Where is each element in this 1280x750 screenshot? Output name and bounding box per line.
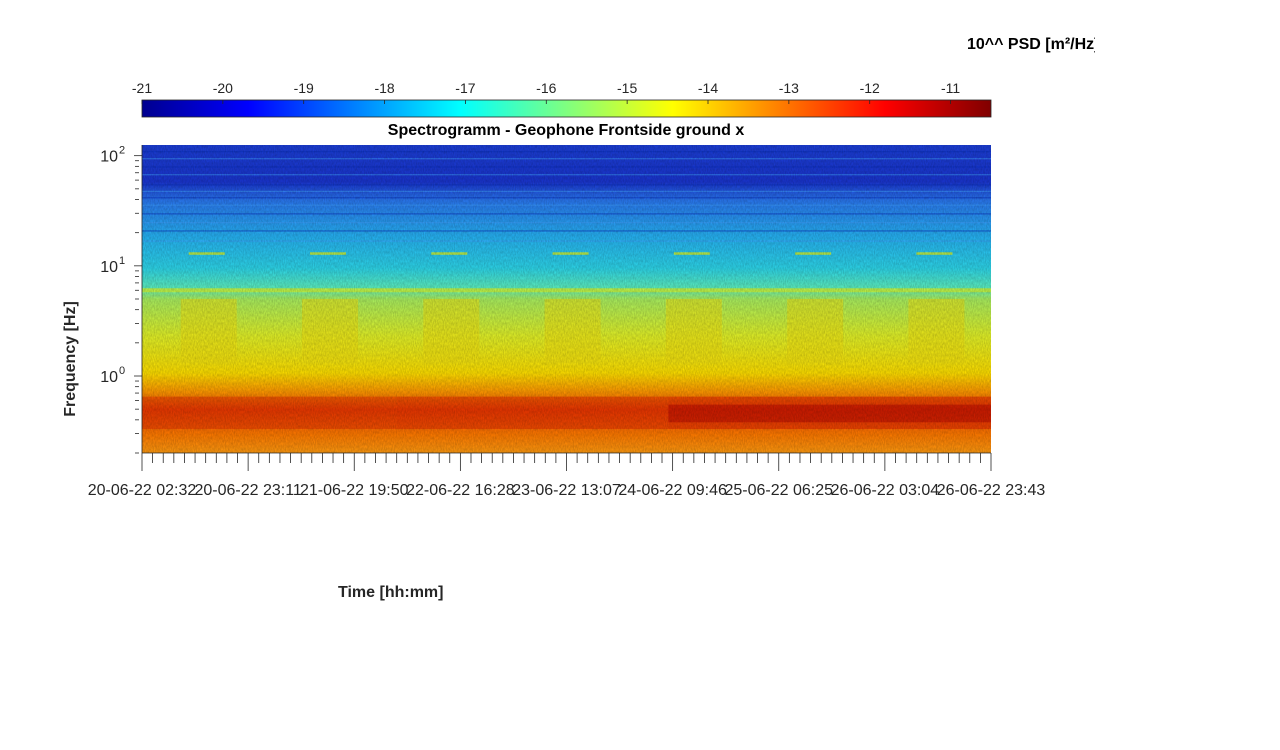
x-tick-label: 25-06-22 06:25 xyxy=(724,482,833,499)
chart-title: Spectrogramm - Geophone Frontside ground… xyxy=(388,122,745,139)
x-tick-label: 23-06-22 13:07 xyxy=(512,482,621,499)
colorbar-tick-label: -18 xyxy=(374,80,394,96)
colorbar-ticks: -21 -20 -19 -18 -17 -16 -15 -14 -13 -12 -11 xyxy=(132,80,960,104)
colorbar-label: 10^^ PSD [m²/Hz] xyxy=(967,36,1095,53)
colorbar-tick-label: -11 xyxy=(941,80,960,96)
colorbar: -21 -20 -19 -18 -17 -16 -15 -14 -13 -12 -11 xyxy=(132,80,992,118)
y-tick-exponent: 1 xyxy=(119,255,125,267)
y-tick-base: 10 xyxy=(100,369,118,386)
x-tick-label: 26-06-22 23:43 xyxy=(937,482,1046,499)
y-tick-base: 10 xyxy=(100,149,118,166)
y-tick-label: 10 xyxy=(100,259,118,276)
colorbar-tick-label: -15 xyxy=(617,80,637,96)
y-tick-label: 10 xyxy=(100,149,118,166)
colorbar-tick-label: -17 xyxy=(455,80,475,96)
spectrogram-image xyxy=(142,145,991,453)
colorbar-tick-label: -12 xyxy=(860,80,880,96)
y-tick-exponent: 0 xyxy=(119,365,125,377)
colorbar-tick-label: -13 xyxy=(779,80,799,96)
x-axis-label: Time [hh:mm] xyxy=(338,584,444,601)
y-tick-label: 10 xyxy=(100,369,118,386)
x-tick-label: 20-06-22 02:32 xyxy=(88,482,197,499)
colorbar-tick-label: -20 xyxy=(213,80,233,96)
colorbar-gradient xyxy=(141,99,992,118)
x-tick-label: 22-06-22 16:28 xyxy=(406,482,515,499)
colorbar-tick-label: -19 xyxy=(294,80,314,96)
colorbar-tick-label: -14 xyxy=(698,80,718,96)
colorbar-tick-label: -16 xyxy=(536,80,556,96)
x-tick-label: 21-06-22 19:50 xyxy=(300,482,409,499)
x-tick-label: 24-06-22 09:46 xyxy=(618,482,727,499)
y-tick-exponent: 2 xyxy=(119,145,125,157)
x-tick-label: 26-06-22 03:04 xyxy=(831,482,940,499)
x-tick-label: 20-06-22 23:11 xyxy=(194,482,301,499)
colorbar-tick-label: -21 xyxy=(132,80,152,96)
y-tick-base: 10 xyxy=(100,259,118,276)
y-axis-label: Frequency [Hz] xyxy=(62,301,79,417)
